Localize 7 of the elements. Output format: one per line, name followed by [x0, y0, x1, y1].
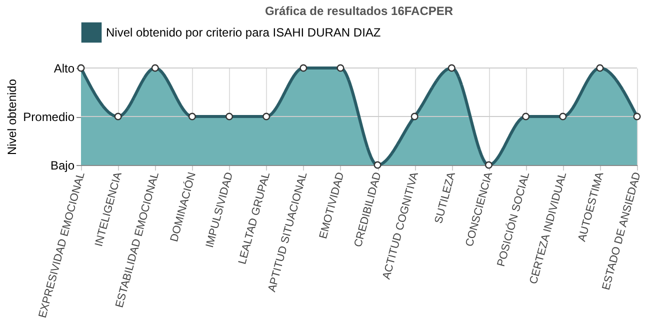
- x-tick-label: LEALTAD GRUPAL: [236, 170, 273, 266]
- y-axis-title: Nivel obtenido: [5, 78, 20, 156]
- text: Bajo: [50, 158, 75, 172]
- legend-label: Nivel obtenido por criterio para ISAHI DURAN DIAZ: [106, 26, 381, 40]
- text: Promedio: [23, 110, 75, 124]
- chart-title: Gráfica de resultados 16FACPER: [264, 4, 454, 18]
- text: Alto: [54, 62, 75, 76]
